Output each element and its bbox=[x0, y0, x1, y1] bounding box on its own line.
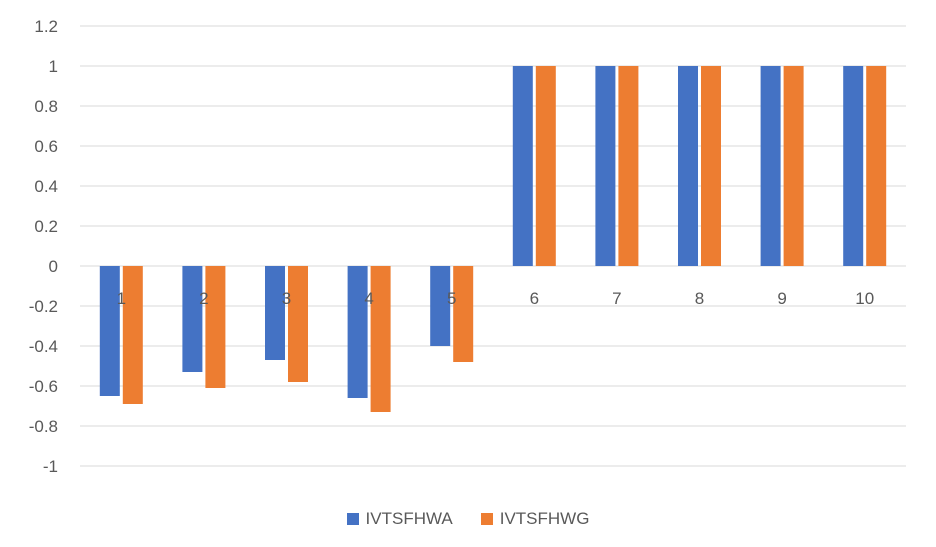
bar-series-b-7 bbox=[618, 66, 639, 266]
y-tick-label: 0.4 bbox=[34, 177, 58, 196]
x-tick-label: 6 bbox=[530, 289, 539, 308]
x-axis-tick-labels: 1 2 3 4 5 6 7 8 9 10 bbox=[117, 289, 875, 308]
y-tick-label: 1.2 bbox=[34, 17, 58, 36]
bar-series-a-8 bbox=[678, 66, 698, 266]
bar-series-a-2 bbox=[182, 266, 203, 372]
x-tick-label: 3 bbox=[282, 289, 291, 308]
bar-series-b-2 bbox=[205, 266, 226, 388]
y-tick-label: -0.8 bbox=[29, 417, 58, 436]
bar-series-a-7 bbox=[595, 66, 616, 266]
y-tick-label: -0.2 bbox=[29, 297, 58, 316]
legend-swatch-series-b bbox=[480, 513, 493, 525]
y-tick-label: -0.4 bbox=[29, 337, 58, 356]
x-tick-label: 9 bbox=[777, 289, 786, 308]
bars bbox=[99, 66, 887, 412]
y-axis-tick-labels: 1.2 1 0.8 0.6 0.4 0.2 0 -0.2 -0.4 -0.6 -0.8 -1 bbox=[29, 17, 58, 476]
gridlines bbox=[80, 25, 906, 467]
bar-series-a-4 bbox=[347, 266, 368, 398]
bar-series-b-3 bbox=[288, 266, 308, 382]
bar-series-a-1 bbox=[99, 266, 120, 396]
bar-series-b-1 bbox=[122, 266, 143, 404]
x-tick-label: 8 bbox=[695, 289, 704, 308]
bar-series-a-6 bbox=[512, 66, 533, 266]
x-tick-label: 5 bbox=[447, 289, 456, 308]
legend-swatch-series-a bbox=[346, 513, 359, 525]
x-tick-label: 10 bbox=[855, 289, 874, 308]
bar-series-a-9 bbox=[760, 66, 781, 266]
x-tick-label: 1 bbox=[117, 289, 126, 308]
legend: IVTSFHWA IVTSFHWG bbox=[0, 505, 936, 533]
legend-item-series-a: IVTSFHWA bbox=[346, 509, 453, 529]
y-tick-label: 0 bbox=[49, 257, 58, 276]
bar-series-b-4 bbox=[370, 266, 391, 412]
y-tick-label: 0.2 bbox=[34, 217, 58, 236]
y-tick-label: -1 bbox=[43, 457, 58, 476]
y-tick-label: 0.8 bbox=[34, 97, 58, 116]
bar-series-a-10 bbox=[843, 66, 864, 266]
bar-series-a-3 bbox=[265, 266, 285, 360]
x-tick-label: 4 bbox=[364, 289, 373, 308]
x-tick-label: 7 bbox=[612, 289, 621, 308]
bar-series-b-10 bbox=[866, 66, 887, 266]
y-tick-label: 0.6 bbox=[34, 137, 58, 156]
bar-series-b-9 bbox=[783, 66, 804, 266]
legend-item-series-b: IVTSFHWG bbox=[480, 509, 590, 529]
bar-series-b-8 bbox=[701, 66, 721, 266]
bar-series-a-5 bbox=[430, 266, 451, 346]
legend-label-series-a: IVTSFHWA bbox=[365, 509, 453, 528]
legend-label-series-b: IVTSFHWG bbox=[499, 509, 590, 528]
bar-series-b-5 bbox=[453, 266, 474, 362]
y-tick-label: 1 bbox=[49, 57, 58, 76]
y-tick-label: -0.6 bbox=[29, 377, 58, 396]
bar-series-b-6 bbox=[535, 66, 556, 266]
x-tick-label: 2 bbox=[199, 289, 208, 308]
